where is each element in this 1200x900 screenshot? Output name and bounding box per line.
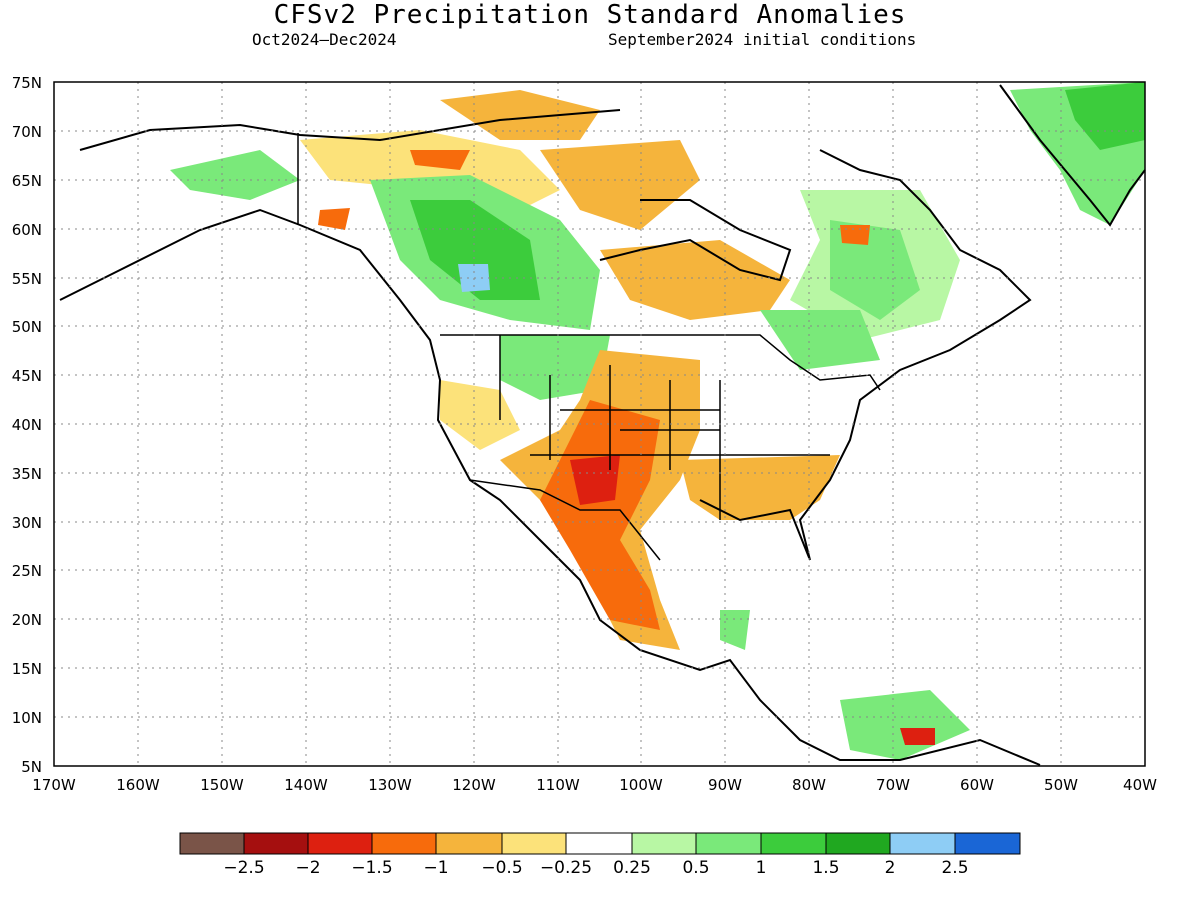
- legend-label: −0.25: [540, 858, 592, 878]
- lat-label: 5N: [21, 758, 42, 776]
- anomaly-region: [1065, 82, 1145, 150]
- legend-labels: −2.5 −2 −1.5 −1 −0.5 −0.25 0.25 0.5 1 1.…: [223, 858, 968, 878]
- anomaly-region: [318, 208, 350, 230]
- border-states: [499, 335, 830, 520]
- legend-label: −1: [423, 858, 448, 878]
- lat-label: 70N: [12, 123, 42, 141]
- legend-label: −1.5: [351, 858, 392, 878]
- lat-label: 10N: [12, 709, 42, 727]
- lon-label: 140W: [284, 776, 328, 794]
- lon-label: 170W: [32, 776, 76, 794]
- legend-swatch: [371, 832, 437, 855]
- color-legend: [179, 832, 1021, 855]
- lat-label: 20N: [12, 611, 42, 629]
- lat-label: 60N: [12, 221, 42, 239]
- anomaly-region: [170, 150, 300, 200]
- lat-label: 15N: [12, 660, 42, 678]
- coastlines: [59, 84, 1146, 766]
- legend-swatch: [954, 832, 1021, 855]
- lat-label: 75N: [12, 74, 42, 92]
- anomaly-region: [900, 728, 935, 745]
- legend-swatch: [825, 832, 891, 855]
- anomaly-region: [570, 455, 620, 505]
- lat-label: 35N: [12, 465, 42, 483]
- anomaly-region: [540, 400, 660, 630]
- legend-swatch: [695, 832, 762, 855]
- legend-swatch: [501, 832, 567, 855]
- legend-swatch: [889, 832, 956, 855]
- lat-label: 25N: [12, 562, 42, 580]
- legend-swatch: [243, 832, 309, 855]
- legend-label: −0.5: [481, 858, 522, 878]
- anomaly-region: [840, 225, 870, 245]
- anomaly-region: [410, 150, 470, 170]
- lon-label: 150W: [200, 776, 244, 794]
- legend-label: −2.5: [223, 858, 264, 878]
- coastline: [79, 109, 621, 151]
- coastline: [999, 84, 1146, 227]
- lon-label: 120W: [452, 776, 496, 794]
- initial-conditions: September2024 initial conditions: [608, 30, 917, 49]
- lon-label: 80W: [792, 776, 826, 794]
- legend-label: 2: [885, 858, 896, 878]
- forecast-period: Oct2024–Dec2024: [252, 30, 397, 49]
- legend-swatch: [179, 832, 245, 855]
- lon-label: 40W: [1123, 776, 1157, 794]
- anomaly-region: [410, 200, 540, 300]
- legend-swatch: [435, 832, 503, 855]
- anomaly-region: [840, 690, 970, 760]
- borders: [297, 133, 881, 561]
- graticule: [54, 82, 1145, 766]
- legend-label: −2: [295, 858, 320, 878]
- anomaly-region: [540, 140, 700, 230]
- lon-label: 110W: [536, 776, 580, 794]
- lat-label: 45N: [12, 367, 42, 385]
- lon-axis: 170W 160W 150W 140W 130W 120W 110W 100W …: [32, 776, 1157, 794]
- map-frame: [53, 81, 1146, 767]
- anomaly-region: [830, 220, 920, 320]
- lat-axis: 75N 70N 65N 60N 55N 50N 45N 40N 35N 30N …: [12, 74, 42, 776]
- lon-label: 60W: [960, 776, 994, 794]
- lon-label: 130W: [368, 776, 412, 794]
- legend-label: 1.5: [812, 858, 839, 878]
- map-title: CFSv2 Precipitation Standard Anomalies: [273, 0, 907, 30]
- legend-label: 2.5: [941, 858, 968, 878]
- legend-label: 0.5: [682, 858, 709, 878]
- border-us-canada: [440, 334, 881, 391]
- coastline: [59, 208, 1041, 766]
- legend-label: 0.25: [613, 858, 651, 878]
- anomaly-region: [600, 240, 790, 320]
- legend-label: 1: [756, 858, 767, 878]
- lat-label: 55N: [12, 270, 42, 288]
- legend-swatch: [307, 832, 373, 855]
- lon-label: 160W: [116, 776, 160, 794]
- lat-label: 30N: [12, 514, 42, 532]
- lat-label: 65N: [12, 172, 42, 190]
- anomaly-region: [720, 610, 750, 650]
- lat-label: 40N: [12, 416, 42, 434]
- lon-label: 90W: [708, 776, 742, 794]
- anomaly-region: [760, 310, 880, 370]
- anomaly-region: [500, 335, 610, 400]
- anomaly-region: [440, 90, 600, 140]
- legend-swatch: [760, 832, 827, 855]
- lat-label: 50N: [12, 318, 42, 336]
- legend-swatch: [631, 832, 697, 855]
- border-us-mexico: [469, 479, 661, 561]
- lon-label: 50W: [1044, 776, 1078, 794]
- lon-label: 100W: [619, 776, 663, 794]
- coastline: [699, 149, 1032, 561]
- coastline: [599, 199, 792, 282]
- lon-label: 70W: [876, 776, 910, 794]
- legend-swatch: [565, 832, 633, 855]
